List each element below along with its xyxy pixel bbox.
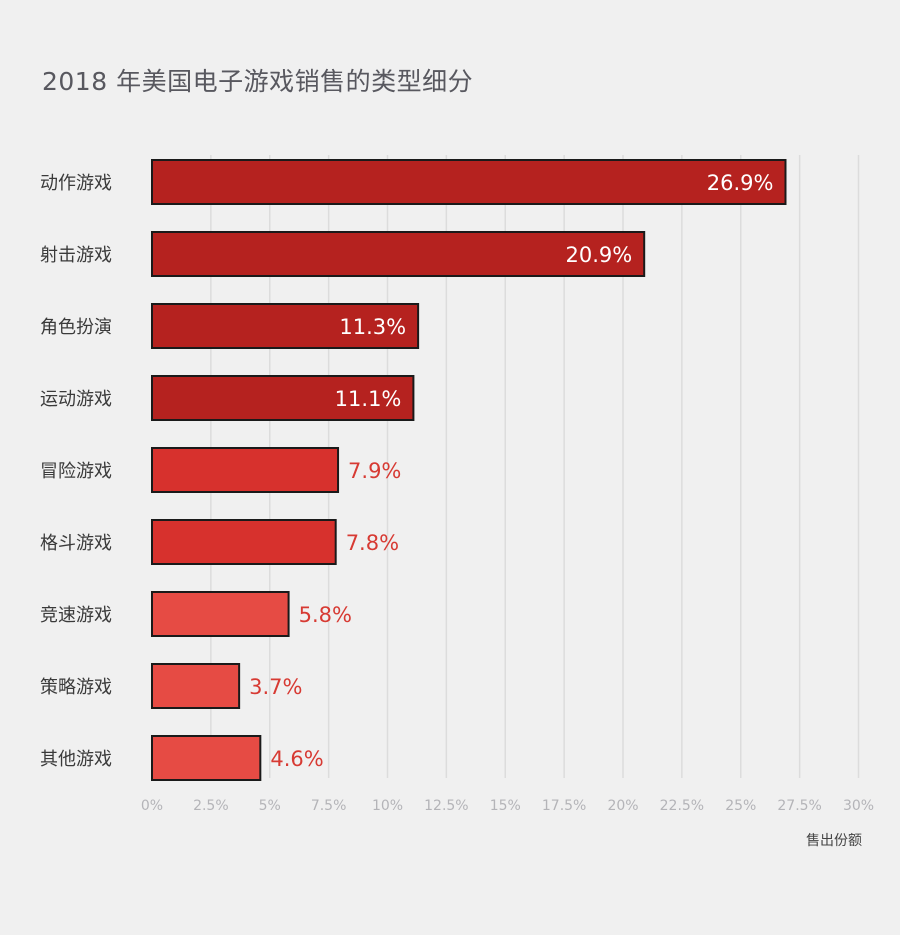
bar — [151, 447, 340, 493]
bar — [151, 519, 337, 565]
value-label: 3.7% — [249, 675, 302, 699]
x-tick-label: 15% — [490, 798, 521, 814]
category-label: 格斗游戏 — [40, 533, 112, 554]
bar — [151, 375, 415, 421]
chart-title: 2018 年美国电子游戏销售的类型细分 — [42, 67, 474, 96]
x-tick-label: 2.5% — [193, 798, 229, 814]
x-tick-labels: 0% 2.5% 5% 7.5% 10% 12.5% 15% 17.5% 20% 22.5% 25% 2… — [141, 798, 874, 814]
x-tick-label: 20% — [607, 798, 638, 814]
bar — [151, 663, 241, 709]
x-tick-label: 22.5% — [660, 798, 704, 814]
value-label: 7.8% — [346, 531, 399, 555]
x-tick-label: 30% — [843, 798, 874, 814]
category-label: 射击游戏 — [40, 245, 112, 266]
category-label: 动作游戏 — [40, 173, 112, 194]
value-label: 20.9% — [565, 243, 632, 267]
x-tick-label: 10% — [372, 798, 403, 814]
bar — [151, 735, 262, 781]
x-tick-label: 7.5% — [311, 798, 347, 814]
x-tick-label: 0% — [141, 798, 163, 814]
value-label: 11.3% — [339, 315, 406, 339]
value-label: 5.8% — [299, 603, 352, 627]
bar — [151, 591, 290, 637]
bar — [151, 303, 420, 349]
x-tick-label: 17.5% — [542, 798, 586, 814]
value-label: 11.1% — [335, 387, 402, 411]
x-axis-label: 售出份额 — [806, 833, 862, 849]
x-tick-label: 27.5% — [777, 798, 821, 814]
bars-group — [151, 159, 787, 781]
category-label: 竞速游戏 — [40, 605, 112, 626]
x-tick-label: 25% — [725, 798, 756, 814]
bar — [151, 231, 646, 277]
value-labels: 26.9% 20.9% 11.3% 11.1% 7.9% 7.8% 5.8% 3.7% 4.6% — [249, 171, 773, 771]
category-label: 策略游戏 — [40, 677, 112, 698]
category-label: 运动游戏 — [40, 389, 112, 410]
x-tick-label: 12.5% — [424, 798, 468, 814]
value-label: 4.6% — [270, 747, 323, 771]
value-label: 7.9% — [348, 459, 401, 483]
category-label: 其他游戏 — [40, 749, 112, 770]
category-label: 角色扮演 — [40, 317, 112, 338]
category-label: 冒险游戏 — [40, 461, 112, 482]
x-tick-label: 5% — [259, 798, 281, 814]
value-label: 26.9% — [707, 171, 774, 195]
bar — [151, 159, 787, 205]
